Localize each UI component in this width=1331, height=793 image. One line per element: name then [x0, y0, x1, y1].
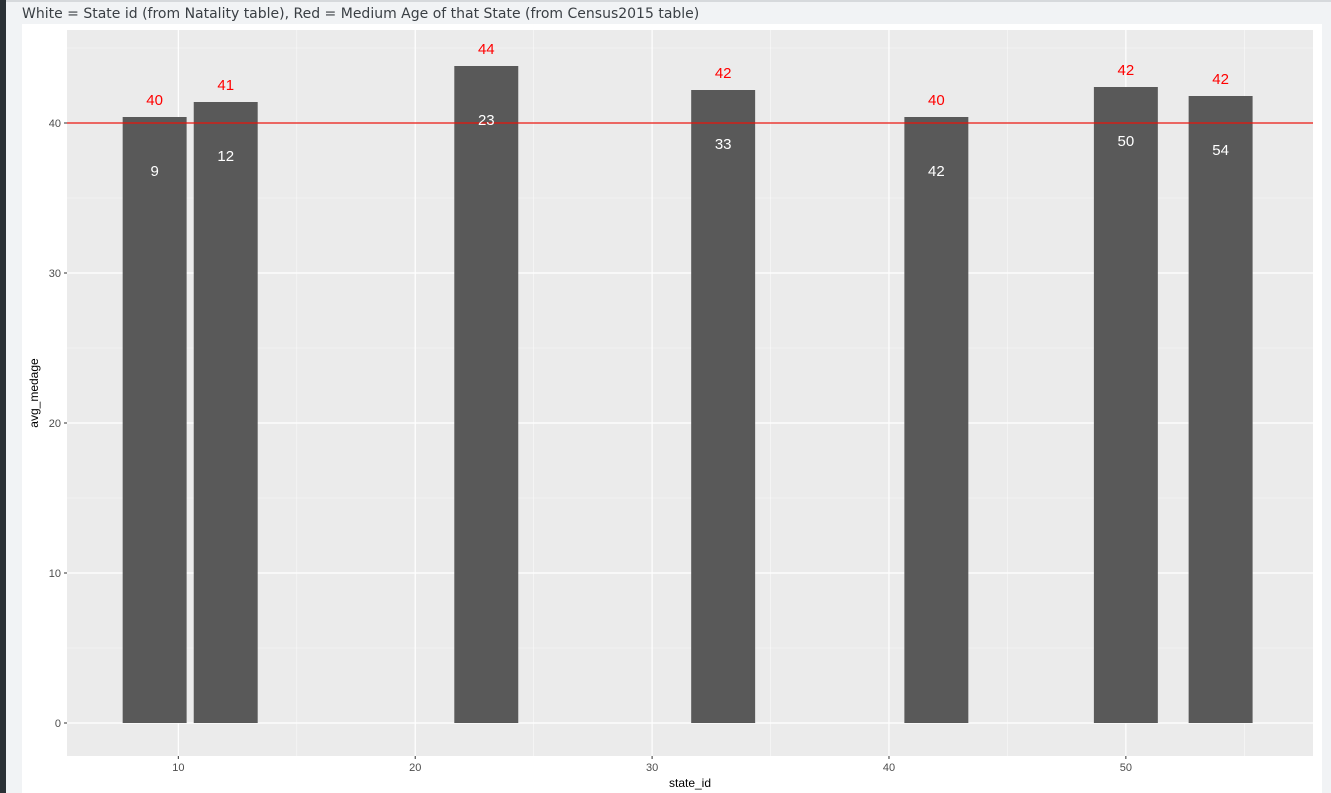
bar-label-red: 42 — [715, 65, 732, 82]
bars — [122, 66, 1253, 723]
bar-label-white: 42 — [928, 163, 945, 180]
value-labels: 40 9 41 12 44 23 42 33 40 42 42 50 42 54 — [146, 41, 1229, 180]
bar-chart: 40 9 41 12 44 23 42 33 40 42 42 50 42 54 10 20 30 40 50 0… — [27, 30, 1313, 790]
bar — [1093, 87, 1158, 723]
x-tick-label: 20 — [409, 762, 421, 774]
bar — [454, 66, 519, 723]
bar-label-white: 50 — [1118, 133, 1135, 150]
bar-label-white: 9 — [150, 163, 158, 180]
plot-area: 40 9 41 12 44 23 42 33 40 42 42 50 42 54 10 20 30 40 50 0… — [22, 24, 1322, 793]
bar — [193, 102, 258, 723]
x-tick-label: 30 — [646, 762, 658, 774]
y-tick-label: 30 — [49, 268, 61, 280]
bar-label-red: 42 — [1118, 62, 1135, 79]
y-tick-label: 40 — [49, 118, 61, 130]
bar-label-white: 23 — [478, 112, 495, 129]
window-edge — [0, 0, 6, 793]
bar-label-red: 40 — [146, 92, 163, 109]
bar-label-red: 40 — [928, 92, 945, 109]
bar — [122, 117, 187, 723]
x-tick-label: 50 — [1120, 762, 1132, 774]
y-axis: 0 10 20 30 40 — [49, 118, 67, 730]
bar — [691, 90, 756, 723]
y-tick-label: 10 — [49, 568, 61, 580]
chart-caption: White = State id (from Natality table), … — [22, 6, 700, 22]
x-axis-title: state_id — [669, 776, 711, 790]
top-border — [6, 0, 1331, 2]
x-tick-label: 10 — [172, 762, 184, 774]
bar — [904, 117, 969, 723]
bar-label-red: 41 — [217, 77, 234, 94]
bar-label-red: 42 — [1212, 71, 1229, 88]
y-tick-label: 0 — [55, 718, 61, 730]
bar — [1188, 96, 1253, 723]
y-tick-label: 20 — [49, 418, 61, 430]
bar-label-white: 54 — [1212, 142, 1229, 159]
y-axis-title: avg_medage — [27, 358, 41, 428]
x-tick-label: 40 — [883, 762, 895, 774]
bar-label-white: 12 — [217, 148, 234, 165]
bar-label-red: 44 — [478, 41, 495, 58]
bar-label-white: 33 — [715, 136, 732, 153]
x-axis: 10 20 30 40 50 — [172, 756, 1132, 774]
